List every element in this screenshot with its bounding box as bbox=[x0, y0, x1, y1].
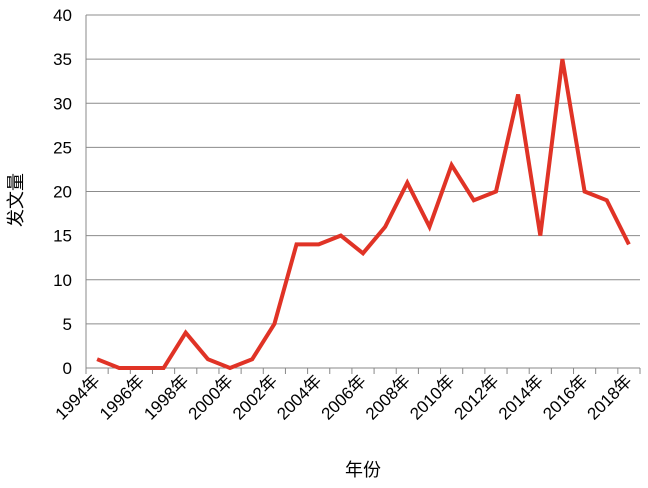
x-tick-label: 1998年 bbox=[140, 371, 192, 423]
y-axis-ticks: 0 5 10 15 20 25 30 35 40 bbox=[53, 6, 72, 378]
x-tick-label: 2006年 bbox=[318, 371, 370, 423]
series-line bbox=[96, 58, 631, 371]
y-tick-label: 40 bbox=[53, 6, 72, 25]
y-tick-label: 35 bbox=[53, 50, 72, 69]
y-tick-label: 0 bbox=[63, 359, 72, 378]
y-tick-label: 15 bbox=[53, 227, 72, 246]
x-tick-label: 2010年 bbox=[406, 371, 458, 423]
x-tick-label: 1994年 bbox=[52, 371, 104, 423]
x-tick-label: 2008年 bbox=[362, 371, 414, 423]
y-tick-label: 10 bbox=[53, 271, 72, 290]
x-tick-label: 2000年 bbox=[185, 371, 237, 423]
x-tick-label: 2002年 bbox=[229, 371, 281, 423]
x-axis-title: 年份 bbox=[345, 460, 381, 481]
x-tick-label: 2018年 bbox=[584, 371, 636, 423]
x-tick-label: 2014年 bbox=[495, 371, 547, 423]
y-tick-label: 5 bbox=[63, 315, 72, 334]
y-tick-label: 30 bbox=[53, 94, 72, 113]
x-tick-label: 2012年 bbox=[451, 371, 503, 423]
y-tick-label: 25 bbox=[53, 138, 72, 157]
y-axis-title: 发文量 bbox=[6, 173, 27, 227]
x-tick-label: 2004年 bbox=[273, 371, 325, 423]
x-axis-ticks: 1994年1996年1998年2000年2002年2004年2006年2008年… bbox=[52, 368, 641, 424]
gridlines bbox=[86, 14, 640, 325]
series-group bbox=[96, 58, 631, 371]
x-tick-label: 1996年 bbox=[96, 371, 148, 423]
y-tick-label: 20 bbox=[53, 183, 72, 202]
x-tick-label: 2016年 bbox=[539, 371, 591, 423]
